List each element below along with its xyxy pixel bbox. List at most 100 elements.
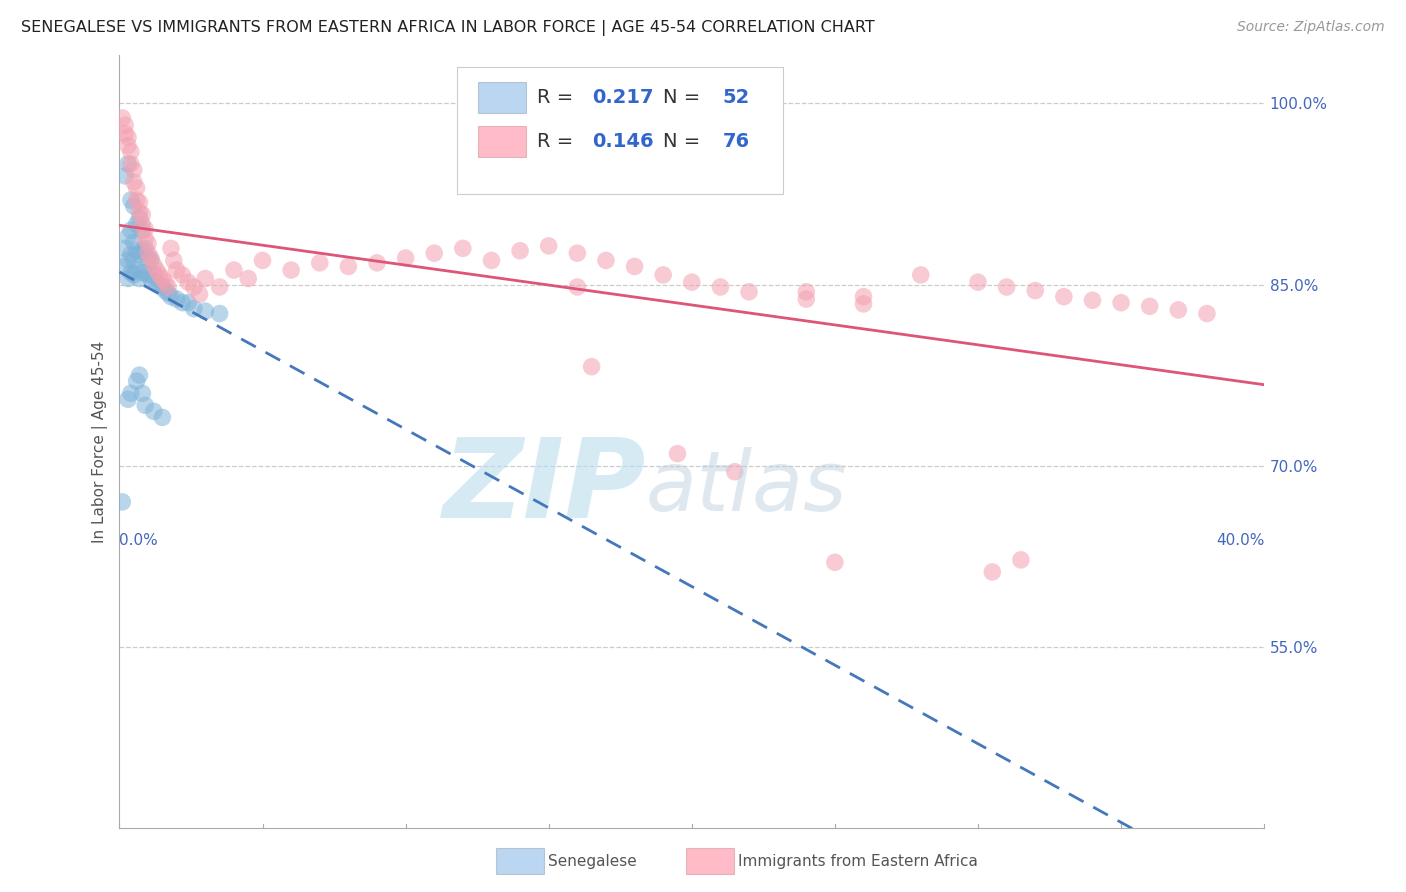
Point	[117, 138, 139, 153]
Point	[125, 263, 148, 277]
Point	[967, 275, 990, 289]
Text: 0.0%: 0.0%	[120, 533, 159, 548]
Point	[157, 280, 180, 294]
Point	[128, 368, 150, 383]
Point	[177, 275, 200, 289]
Point	[183, 301, 205, 316]
Point	[981, 565, 1004, 579]
Point	[120, 386, 142, 401]
Point	[595, 253, 617, 268]
Point	[128, 205, 150, 219]
Point	[120, 157, 142, 171]
Text: R =: R =	[537, 88, 579, 107]
Point	[188, 287, 211, 301]
Point	[509, 244, 531, 258]
Point	[134, 222, 156, 236]
Point	[128, 211, 150, 226]
Point	[134, 398, 156, 412]
Point	[120, 247, 142, 261]
Point	[423, 246, 446, 260]
Text: atlas: atlas	[645, 448, 848, 528]
Point	[709, 280, 731, 294]
Point	[995, 280, 1018, 294]
Point	[1195, 307, 1218, 321]
Point	[122, 235, 145, 250]
Point	[166, 292, 188, 306]
Point	[208, 280, 231, 294]
Text: ZIP: ZIP	[443, 434, 645, 541]
Point	[183, 280, 205, 294]
Text: SENEGALESE VS IMMIGRANTS FROM EASTERN AFRICA IN LABOR FORCE | AGE 45-54 CORRELAT: SENEGALESE VS IMMIGRANTS FROM EASTERN AF…	[21, 20, 875, 36]
Point	[125, 374, 148, 388]
Point	[148, 277, 170, 292]
Point	[128, 247, 150, 261]
Point	[155, 284, 177, 298]
Point	[738, 285, 761, 299]
Text: Source: ZipAtlas.com: Source: ZipAtlas.com	[1237, 20, 1385, 34]
Point	[337, 260, 360, 274]
Point	[1167, 302, 1189, 317]
Point	[451, 241, 474, 255]
Point	[142, 404, 165, 418]
Point	[308, 256, 330, 270]
Point	[120, 193, 142, 207]
Point	[238, 271, 260, 285]
Point	[910, 268, 932, 282]
Point	[134, 232, 156, 246]
Point	[1109, 295, 1132, 310]
Point	[681, 275, 703, 289]
Point	[222, 263, 245, 277]
Text: 40.0%: 40.0%	[1216, 533, 1264, 548]
Point	[160, 241, 183, 255]
Point	[852, 290, 875, 304]
Point	[366, 256, 388, 270]
Point	[120, 265, 142, 279]
Point	[122, 199, 145, 213]
Point	[136, 236, 159, 251]
Point	[114, 127, 136, 141]
Point	[128, 271, 150, 285]
Text: Senegalese: Senegalese	[548, 855, 637, 869]
Point	[177, 295, 200, 310]
Point	[794, 292, 817, 306]
Point	[125, 217, 148, 231]
Point	[172, 268, 194, 282]
Point	[824, 555, 846, 569]
Point	[125, 181, 148, 195]
Point	[131, 208, 153, 222]
Point	[163, 253, 186, 268]
Text: R =: R =	[537, 132, 579, 151]
Point	[208, 307, 231, 321]
Text: Immigrants from Eastern Africa: Immigrants from Eastern Africa	[738, 855, 979, 869]
Point	[134, 241, 156, 255]
Point	[128, 195, 150, 210]
Point	[136, 251, 159, 265]
Point	[567, 280, 589, 294]
Y-axis label: In Labor Force | Age 45-54: In Labor Force | Age 45-54	[93, 341, 108, 542]
FancyBboxPatch shape	[457, 67, 783, 194]
Point	[134, 265, 156, 279]
Point	[139, 251, 162, 265]
Point	[142, 268, 165, 282]
Point	[252, 253, 274, 268]
Point	[1024, 284, 1046, 298]
Point	[194, 271, 217, 285]
Point	[131, 386, 153, 401]
Point	[117, 130, 139, 145]
Point	[150, 410, 173, 425]
Point	[652, 268, 675, 282]
Point	[136, 246, 159, 260]
Point	[145, 263, 167, 277]
Point	[114, 118, 136, 132]
Point	[567, 246, 589, 260]
Point	[166, 263, 188, 277]
Point	[1053, 290, 1076, 304]
Text: N =: N =	[664, 88, 707, 107]
Point	[280, 263, 302, 277]
Point	[117, 229, 139, 244]
Point	[581, 359, 603, 374]
Point	[114, 241, 136, 255]
Point	[111, 495, 134, 509]
Point	[131, 265, 153, 279]
Point	[724, 465, 747, 479]
